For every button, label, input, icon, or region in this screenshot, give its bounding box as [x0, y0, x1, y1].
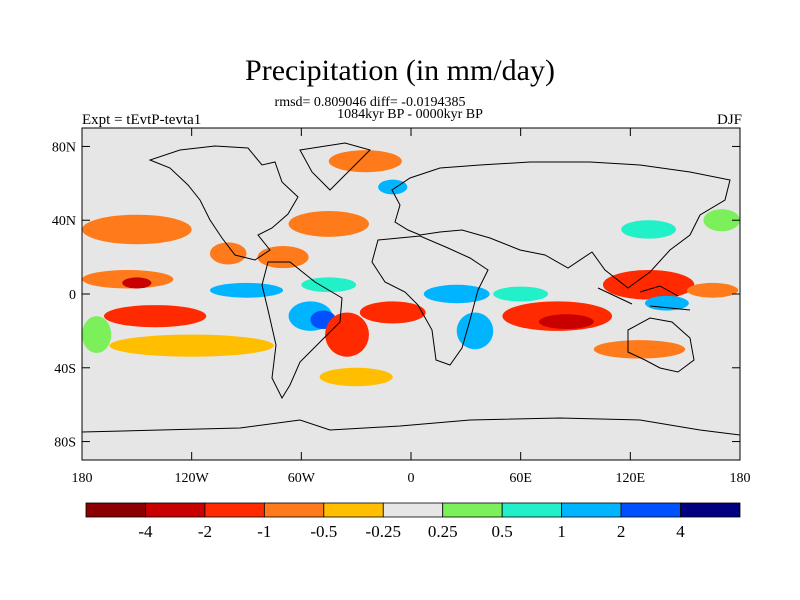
coast-greenland: [299, 142, 371, 191]
lon-tick-label: 0: [408, 471, 415, 486]
anomaly-region: [325, 312, 369, 357]
experiment-label: Expt = tEvtP-tevta1: [82, 112, 202, 128]
colorbar-swatch: [85, 502, 146, 518]
anomaly-region: [288, 211, 369, 237]
anomaly-layer: [82, 150, 740, 387]
lat-tick-label: 80N: [52, 140, 76, 155]
coast-eurasia: [391, 161, 731, 289]
lon-tick-label: 120W: [175, 471, 210, 486]
anomaly-region: [103, 305, 207, 328]
anomaly-region: [538, 314, 594, 330]
anomaly-region: [686, 282, 739, 298]
season-label: DJF: [716, 112, 742, 128]
lon-tick-label: 60W: [288, 471, 316, 486]
colorbar-swatch: [620, 502, 681, 518]
anomaly-region: [703, 209, 740, 232]
colorbar-label: 2: [617, 522, 626, 541]
colorbar-swatch: [442, 502, 503, 518]
colorbar-swatch: [561, 502, 622, 518]
anomaly-region: [82, 316, 112, 354]
anomaly-region: [109, 334, 274, 357]
coast-africa: [371, 235, 489, 366]
anomaly-region: [257, 246, 309, 269]
anomaly-region: [456, 312, 494, 350]
lon-tick-label: 180: [72, 471, 93, 486]
colorbar-swatch: [680, 502, 741, 518]
anomaly-region: [493, 286, 549, 302]
anomaly-region: [82, 214, 192, 245]
colorbar-label: -2: [198, 522, 212, 541]
anomaly-region: [319, 367, 393, 387]
colorbar-label: -0.25: [366, 522, 401, 541]
lon-tick-label: 120E: [616, 471, 646, 486]
coastlines: [82, 142, 740, 436]
coast-south-america: [261, 261, 343, 400]
anomaly-region: [602, 270, 695, 300]
anomaly-region: [359, 301, 426, 324]
colorbar-swatch: [204, 502, 265, 518]
anomaly-region: [301, 277, 357, 293]
lat-tick-label: 80S: [54, 436, 76, 451]
anomaly-region: [644, 295, 689, 311]
period-label: 1084kyr BP - 0000kyr BP: [337, 107, 483, 122]
lat-tick-label: 40S: [54, 362, 76, 377]
colorbar-swatch: [501, 502, 563, 518]
colorbar-label: 0.5: [492, 522, 513, 541]
colorbar-swatch: [145, 502, 206, 518]
colorbar-swatch: [263, 502, 325, 518]
colorbar-label: -4: [138, 522, 153, 541]
anomaly-region: [593, 340, 686, 359]
lon-tick-label: 180: [730, 471, 751, 486]
colorbar-label: -1: [257, 522, 271, 541]
colorbar-swatch: [323, 502, 384, 518]
coast-north-america: [148, 145, 299, 261]
coast-maritime-continent: [597, 285, 691, 311]
colorbar-label: 0.25: [428, 522, 458, 541]
coast-antarctica: [82, 417, 740, 436]
anomaly-region: [209, 242, 247, 265]
stats-label: rmsd= 0.809046 diff= -0.0194385: [274, 95, 466, 110]
lat-tick-label: 0: [69, 288, 76, 303]
colorbar-label: 4: [676, 522, 685, 541]
anomaly-region: [328, 150, 402, 173]
colorbar-label: 1: [557, 522, 566, 541]
anomaly-region: [621, 220, 677, 239]
coast-australia: [627, 317, 695, 373]
plot-title: Precipitation (in mm/day): [245, 54, 555, 87]
anomaly-region: [122, 277, 152, 289]
axis-ticks: 80N 40N 0 40S 80S 180 120W 60W 0 60E 120E 180: [52, 128, 751, 486]
anomaly-region: [209, 282, 284, 298]
colorbar: -4 -2 -1 -0.5 -0.25 0.25 0.5 1 2 4: [85, 502, 741, 541]
anomaly-region: [378, 179, 408, 195]
lon-tick-label: 60E: [509, 471, 532, 486]
anomaly-region: [423, 284, 490, 304]
lat-tick-label: 40N: [52, 214, 76, 229]
colorbar-label: -0.5: [310, 522, 337, 541]
colorbar-swatch: [382, 502, 444, 518]
